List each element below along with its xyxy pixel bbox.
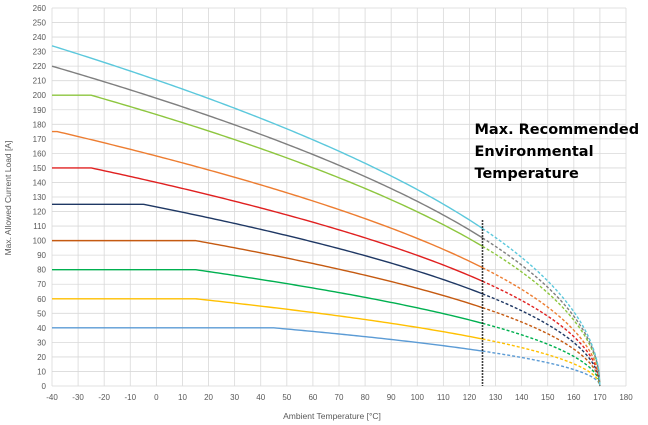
x-tick-label: 110 <box>437 393 450 402</box>
series-extrapolation-3 <box>482 322 601 387</box>
y-tick-label: 250 <box>33 19 47 28</box>
x-tick-label: -10 <box>124 393 136 402</box>
x-tick-label: 80 <box>361 393 370 402</box>
y-tick-label: 110 <box>33 222 46 231</box>
series-line-10 <box>51 45 483 230</box>
y-axis-title: Max. Allowed Current Load [A] <box>3 141 13 256</box>
series-extrapolation-2 <box>482 338 601 387</box>
series-extrapolation-7 <box>482 267 601 387</box>
x-tick-label: 60 <box>308 393 317 402</box>
y-tick-label: 260 <box>33 4 47 13</box>
x-tick-label: 70 <box>335 393 344 402</box>
y-tick-label: 130 <box>33 193 47 202</box>
series-extrapolation-8 <box>482 245 601 387</box>
series-extrapolation-1 <box>482 350 601 387</box>
x-tick-label: -30 <box>72 393 84 402</box>
y-tick-label: 0 <box>42 382 47 391</box>
y-tick-label: 80 <box>37 266 46 275</box>
x-tick-label: -20 <box>98 393 110 402</box>
series-line-7 <box>52 130 483 269</box>
series-line-4 <box>52 239 483 309</box>
annotation-line-1: Max. Recommended <box>475 122 640 138</box>
series-extrapolation-6 <box>482 280 601 387</box>
series-line-2 <box>52 298 483 340</box>
series-line-6 <box>52 167 483 282</box>
y-tick-label: 170 <box>33 135 47 144</box>
y-tick-label: 180 <box>33 120 47 129</box>
x-tick-label: 0 <box>154 393 159 402</box>
x-tick-label: 150 <box>541 393 555 402</box>
y-tick-label: 190 <box>33 106 47 115</box>
x-tick-label: -40 <box>46 393 58 402</box>
y-tick-label: 220 <box>33 62 47 71</box>
x-tick-label: 120 <box>463 393 477 402</box>
series-extrapolation-10 <box>482 227 601 387</box>
annotation-text: Max. Recommended Environmental Temperature <box>475 122 640 182</box>
y-tick-label: 100 <box>33 237 47 246</box>
y-tick-label: 10 <box>37 367 46 376</box>
series-lines <box>51 45 601 387</box>
y-tick-labels: 0 10 20 30 40 50 60 70 80 90 100 110 120 130 140 150 160… <box>33 4 47 391</box>
y-tick-label: 230 <box>33 48 47 57</box>
y-tick-label: 150 <box>33 164 47 173</box>
x-tick-label: 30 <box>230 393 239 402</box>
y-tick-label: 90 <box>37 251 46 260</box>
x-tick-label: 90 <box>387 393 396 402</box>
x-axis-title: Ambient Temperature [°C] <box>283 411 381 421</box>
annotation-line-3: Temperature <box>475 166 579 182</box>
y-tick-label: 240 <box>33 33 47 42</box>
y-tick-label: 30 <box>37 338 46 347</box>
y-tick-label: 70 <box>37 280 46 289</box>
y-tick-label: 140 <box>33 178 47 187</box>
series-line-8 <box>52 94 483 247</box>
y-tick-label: 40 <box>37 324 46 333</box>
x-tick-label: 130 <box>489 393 503 402</box>
x-tick-labels: -40 -30 -20 -10 0 10 20 30 40 50 60 70 80 90 100 110 120… <box>46 393 633 402</box>
y-tick-label: 210 <box>33 77 47 86</box>
series-line-9 <box>51 65 483 239</box>
annotation-line-2: Environmental <box>475 144 594 160</box>
x-tick-label: 180 <box>619 393 633 402</box>
x-tick-label: 140 <box>515 393 529 402</box>
y-tick-label: 160 <box>33 149 47 158</box>
y-tick-label: 50 <box>37 309 46 318</box>
y-tick-label: 200 <box>33 91 47 100</box>
x-tick-label: 50 <box>282 393 291 402</box>
y-tick-label: 60 <box>37 295 46 304</box>
x-tick-label: 10 <box>178 393 187 402</box>
series-line-3 <box>52 268 483 325</box>
grid <box>51 7 627 387</box>
series-line-1 <box>52 327 483 352</box>
x-tick-label: 100 <box>411 393 425 402</box>
series-extrapolation-5 <box>482 293 601 387</box>
series-extrapolation-4 <box>482 306 601 387</box>
x-tick-label: 20 <box>204 393 213 402</box>
x-tick-label: 40 <box>256 393 265 402</box>
y-tick-label: 120 <box>33 208 47 217</box>
series-extrapolation-9 <box>482 237 601 387</box>
y-tick-label: 20 <box>37 353 46 362</box>
series-line-5 <box>52 203 483 295</box>
x-tick-label: 160 <box>567 393 581 402</box>
x-tick-label: 170 <box>593 393 607 402</box>
